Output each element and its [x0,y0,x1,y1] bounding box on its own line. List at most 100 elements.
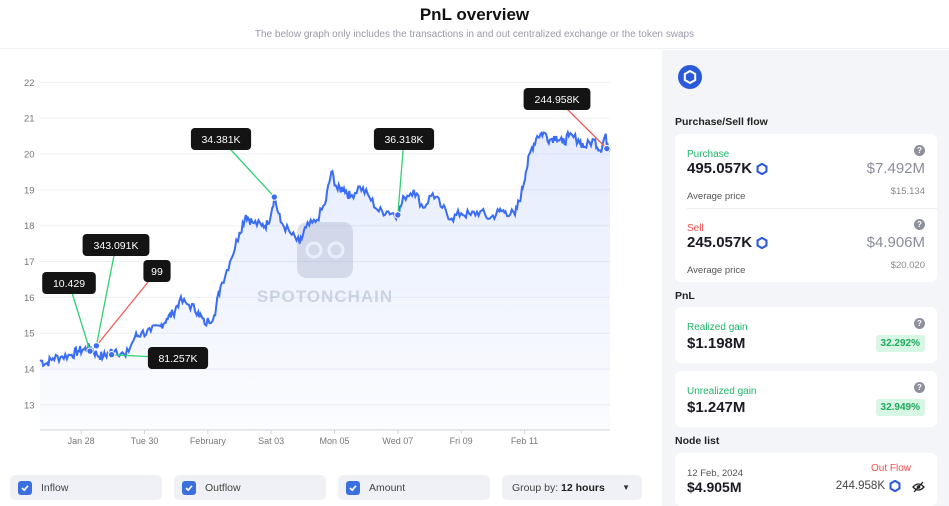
y-tick-label: 22 [24,78,35,89]
divider [687,208,937,209]
price-line [39,129,611,368]
eye-off-icon[interactable] [912,481,925,493]
x-tick-label: February [190,436,227,446]
sell-amount-value: 245.057K [687,234,753,251]
node-amount: 244.958K [836,480,901,492]
y-tick-label: 16 [24,293,35,304]
transaction-annotations[interactable]: 10.429 343.091K 99 81.257K 34.381K 36.318K 244… [42,88,611,369]
y-tick-label: 20 [24,150,35,161]
outflow-toggle[interactable]: Outflow [174,475,326,500]
outflow-leader-line [95,270,158,347]
inflow-leader-line [68,282,91,352]
header: PnL overview The below graph only includ… [0,0,949,48]
purchase-usd: $7.492M [866,160,925,177]
help-icon[interactable]: ? [914,219,925,230]
help-icon[interactable]: ? [914,382,925,393]
purchase-sell-title: Purchase/Sell flow [675,116,768,128]
transaction-label-box[interactable] [143,260,171,282]
transaction-label: 81.257K [158,353,197,365]
transaction-point[interactable] [603,144,611,153]
group-by-label: Group by: [512,481,559,494]
transaction-label: 10.429 [53,278,85,290]
sell-label: Sell [687,223,704,234]
y-tick-label: 21 [24,114,35,125]
outflow-label: Outflow [205,481,241,494]
transaction-label-box[interactable] [147,347,209,369]
purchase-amount-value: 495.057K [687,160,753,177]
x-tick-label: Fri 09 [450,436,473,446]
help-icon[interactable]: ? [914,145,925,156]
transaction-label-box[interactable] [523,88,591,110]
chart-controls: Inflow Outflow Amount Group by: 12 hours… [0,470,652,506]
page-subtitle: The below graph only includes the transa… [254,29,695,40]
chainlink-token-icon [756,162,768,175]
node-list-item[interactable]: 12 Feb, 2024 Out Flow $4.905M 244.958K [675,453,937,506]
x-tick-label: Tue 30 [131,436,159,446]
pnl-title: PnL [675,290,695,302]
purchase-avg-price: $15.134 [890,186,925,197]
node-date: 12 Feb, 2024 [687,468,743,479]
node-amount-value: 244.958K [835,480,885,492]
checkbox-checked-icon[interactable] [18,480,32,495]
checkbox-checked-icon[interactable] [346,480,360,495]
transaction-point[interactable] [92,342,101,350]
transaction-label: 99 [151,266,163,278]
purchase-label: Purchase [687,149,730,160]
help-icon[interactable]: ? [914,318,925,329]
chainlink-logo [678,65,702,89]
inflow-label: Inflow [41,481,69,494]
x-tick-label: Wed 07 [382,436,413,446]
y-tick-label: 14 [24,365,35,376]
x-tick-label: Feb 11 [511,436,538,446]
chainlink-token-icon [889,480,901,492]
transaction-label: 244.958K [535,94,580,106]
header-divider [0,48,949,49]
purchase-sell-card: Purchase ? 495.057K $7.492M Average pric… [675,134,937,282]
transaction-point[interactable] [107,351,116,359]
transaction-label-box[interactable] [82,234,150,256]
page-title: PnL overview [419,5,530,24]
realized-gain-label: Realized gain [687,322,748,333]
transaction-point[interactable] [86,347,94,355]
axis-ticks: 13 14 15 16 17 18 19 20 21 22 Jan 28 Tue 30 February… [24,78,538,446]
sell-avg-price: $20.020 [890,260,925,271]
unrealized-gain-label: Unrealized gain [687,386,757,397]
chainlink-token-icon [756,236,768,249]
sell-amount: 245.057K [687,234,768,251]
inflow-toggle[interactable]: Inflow [10,475,162,500]
transaction-label: 36.318K [384,134,423,146]
unrealized-gain-pct: 32.949% [875,399,925,416]
transaction-label-box[interactable] [373,128,435,150]
realized-gain-pct: 32.292% [875,335,925,352]
inflow-leader-line [397,138,405,216]
transaction-label: 34.381K [201,134,240,146]
realized-gain-value: $1.198M [687,335,746,352]
transaction-label-box[interactable] [190,128,252,150]
x-tick-label: Mon 05 [319,436,349,446]
transaction-point[interactable] [394,211,402,219]
realized-gain-card: Realized gain ? $1.198M 32.292% [675,307,937,363]
amount-label: Amount [369,481,406,494]
node-type: Out Flow [870,463,911,474]
y-tick-label: 17 [24,257,35,268]
y-tick-label: 18 [24,221,35,232]
checkbox-checked-icon[interactable] [182,480,196,495]
y-tick-label: 13 [24,400,35,411]
transaction-point[interactable] [270,193,279,201]
x-tick-label: Sat 03 [258,436,284,446]
amount-toggle[interactable]: Amount [338,475,490,500]
transaction-label-box[interactable] [42,272,96,294]
purchase-avg-label: Average price [687,191,746,202]
sell-usd: $4.906M [866,234,925,251]
group-by-value: 12 hours [561,481,605,494]
group-by-select[interactable]: Group by: 12 hours ▼ [502,475,642,500]
side-panel: Purchase/Sell flow Purchase ? 495.057K $… [662,50,949,506]
unrealized-gain-value: $1.247M [687,399,746,416]
sell-avg-label: Average price [687,265,746,276]
node-value: $4.905M [687,479,742,495]
node-list-title: Node list [675,435,720,447]
transaction-label: 343.091K [94,240,139,252]
caret-down-icon: ▼ [622,483,630,492]
